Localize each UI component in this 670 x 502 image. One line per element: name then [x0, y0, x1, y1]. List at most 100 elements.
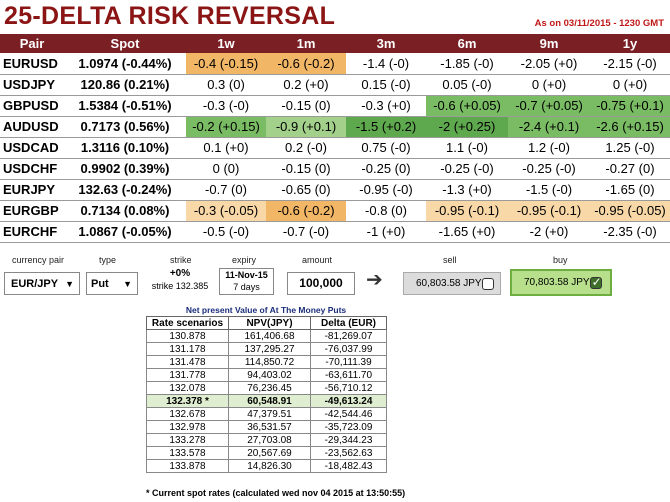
- npv-rate: 133.278: [146, 433, 229, 447]
- as-of-timestamp: As on 03/11/2015 - 1230 GMT: [534, 18, 664, 29]
- amount-input[interactable]: 100,000: [287, 272, 355, 295]
- buy-label: buy: [553, 255, 568, 265]
- npv-value: 14,826.30: [228, 459, 311, 473]
- table-row: USDCHF 0.9902 (0.39%) 0 (0) -0.15 (0) -0…: [0, 158, 670, 180]
- npv-row: 133.878 14,826.30 -18,482.43: [146, 459, 387, 473]
- npv-rate: 132.978: [146, 420, 229, 434]
- rr-cell: -2 (+0): [508, 221, 590, 243]
- rr-cell: 0.15 (-0): [346, 74, 426, 96]
- npv-value: 94,403.02: [228, 368, 311, 382]
- col-header-1w: 1w: [186, 34, 266, 53]
- npv-row: 131.178 137,295.27 -76,037.99: [146, 342, 387, 356]
- table-row: USDJPY 120.86 (0.21%) 0.3 (0) 0.2 (+0) 0…: [0, 74, 670, 96]
- spot-cell: 1.5384 (-0.51%): [64, 95, 186, 117]
- expiry-date: 11-Nov-15: [225, 270, 268, 280]
- npv-rate: 132.078: [146, 381, 229, 395]
- rr-cell: -0.6 (+0.05): [426, 95, 508, 117]
- pair-cell: USDJPY: [0, 74, 64, 96]
- col-header-pair: Pair: [0, 34, 64, 53]
- rr-cell: -0.2 (+0.15): [186, 116, 266, 138]
- npv-row: 132.078 76,236.45 -56,710.12: [146, 381, 387, 395]
- npv-row: 131.778 94,403.02 -63,611.70: [146, 368, 387, 382]
- rr-cell: 1.2 (-0): [508, 137, 590, 159]
- option-type-select[interactable]: Put ▼: [86, 272, 138, 295]
- npv-row: 133.278 27,703.08 -29,344.23: [146, 433, 387, 447]
- col-header-1y: 1y: [590, 34, 670, 53]
- rr-cell: 0 (+0): [508, 74, 590, 96]
- npv-row: 132.978 36,531.57 -35,723.09: [146, 420, 387, 434]
- npv-table-title: Net present Value of At The Money Puts: [185, 305, 347, 315]
- npv-value: 20,567.69: [228, 446, 311, 460]
- npv-value: 27,703.08: [228, 433, 311, 447]
- table-header-row: Pair Spot 1w 1m 3m 6m 9m 1y: [0, 34, 670, 53]
- rr-cell: -2.6 (+0.15): [590, 116, 670, 138]
- npv-delta: -76,037.99: [310, 342, 387, 356]
- rr-cell: 1.1 (-0): [426, 137, 508, 159]
- rr-cell: -2.35 (-0): [590, 221, 670, 243]
- npv-row: 132.678 47,379.51 -42,544.46: [146, 407, 387, 421]
- npv-rate: 133.578: [146, 446, 229, 460]
- npv-row-current-spot: 132.378 * 60,548.91 -49,613.24: [146, 394, 387, 408]
- pair-cell: GBPUSD: [0, 95, 64, 117]
- pair-cell: EURUSD: [0, 53, 64, 75]
- npv-value: 137,295.27: [228, 342, 311, 356]
- strike-value: strike 132.385: [151, 281, 209, 291]
- rr-cell: -2.05 (+0): [508, 53, 590, 75]
- rr-cell: -0.95 (-0.05): [590, 200, 670, 222]
- rr-cell: -0.6 (-0.2): [266, 53, 346, 75]
- spot-rate-footnote: * Current spot rates (calculated wed nov…: [146, 488, 406, 498]
- rr-cell: 1.25 (-0): [590, 137, 670, 159]
- spot-cell: 1.3116 (0.10%): [64, 137, 186, 159]
- strike-field[interactable]: +0% strike 132.385: [146, 268, 214, 295]
- buy-checkbox[interactable]: [589, 275, 602, 289]
- col-header-6m: 6m: [426, 34, 508, 53]
- expiry-label: expiry: [232, 255, 257, 265]
- rr-cell: 0.1 (+0): [186, 137, 266, 159]
- rr-cell: 0 (+0): [590, 74, 670, 96]
- pair-cell: EURGBP: [0, 200, 64, 222]
- amount-label: amount: [302, 255, 333, 265]
- rr-cell: 0 (0): [186, 158, 266, 180]
- rr-cell: -0.3 (-0.05): [186, 200, 266, 222]
- expiry-field[interactable]: 11-Nov-15 7 days: [219, 268, 274, 295]
- pair-cell: USDCAD: [0, 137, 64, 159]
- table-row: AUDUSD 0.7173 (0.56%) -0.2 (+0.15) -0.9 …: [0, 116, 670, 138]
- rr-cell: -0.8 (0): [346, 200, 426, 222]
- npv-delta: -35,723.09: [310, 420, 387, 434]
- pair-cell: USDCHF: [0, 158, 64, 180]
- npv-delta: -23,562.63: [310, 446, 387, 460]
- rr-cell: -0.7 (+0.05): [508, 95, 590, 117]
- sell-option-button[interactable]: 60,803.58 JPY: [403, 272, 501, 295]
- rr-cell: 0.05 (-0): [426, 74, 508, 96]
- rr-cell: -0.95 (-0.1): [508, 200, 590, 222]
- npv-row: 133.578 20,567.69 -23,562.63: [146, 446, 387, 460]
- col-header-1m: 1m: [266, 34, 346, 53]
- npv-rate: 132.378 *: [146, 394, 229, 408]
- table-row: EURJPY 132.63 (-0.24%) -0.7 (0) -0.65 (0…: [0, 179, 670, 201]
- sell-checkbox[interactable]: [481, 277, 494, 290]
- rr-cell: -0.5 (-0): [186, 221, 266, 243]
- spot-cell: 0.7173 (0.56%): [64, 116, 186, 138]
- strike-label: strike: [170, 255, 192, 265]
- rr-cell: -2.4 (+0.1): [508, 116, 590, 138]
- currency-pair-select[interactable]: EUR/JPY ▼: [4, 272, 80, 295]
- npv-value: 161,406.68: [228, 329, 311, 343]
- expiry-days: 7 days: [233, 282, 260, 292]
- rr-cell: -0.95 (-0): [346, 179, 426, 201]
- npv-delta: -18,482.43: [310, 459, 387, 473]
- rr-cell: -0.7 (-0): [266, 221, 346, 243]
- rr-cell: -1.65 (0): [590, 179, 670, 201]
- rr-cell: 0.2 (-0): [266, 137, 346, 159]
- rr-cell: -1.4 (-0): [346, 53, 426, 75]
- npv-header-row: Rate scenarios NPV(JPY) Delta (EUR): [146, 316, 387, 330]
- rr-cell: -0.15 (0): [266, 158, 346, 180]
- npv-delta: -42,544.46: [310, 407, 387, 421]
- col-header-3m: 3m: [346, 34, 426, 53]
- npv-rate: 132.678: [146, 407, 229, 421]
- rr-cell: -0.75 (+0.1): [590, 95, 670, 117]
- npv-col-delta: Delta (EUR): [310, 316, 387, 330]
- rr-cell: -0.27 (0): [590, 158, 670, 180]
- buy-option-button[interactable]: 70,803.58 JPY: [510, 269, 612, 296]
- buy-value: 70,803.58 JPY: [524, 277, 590, 288]
- rr-cell: -0.7 (0): [186, 179, 266, 201]
